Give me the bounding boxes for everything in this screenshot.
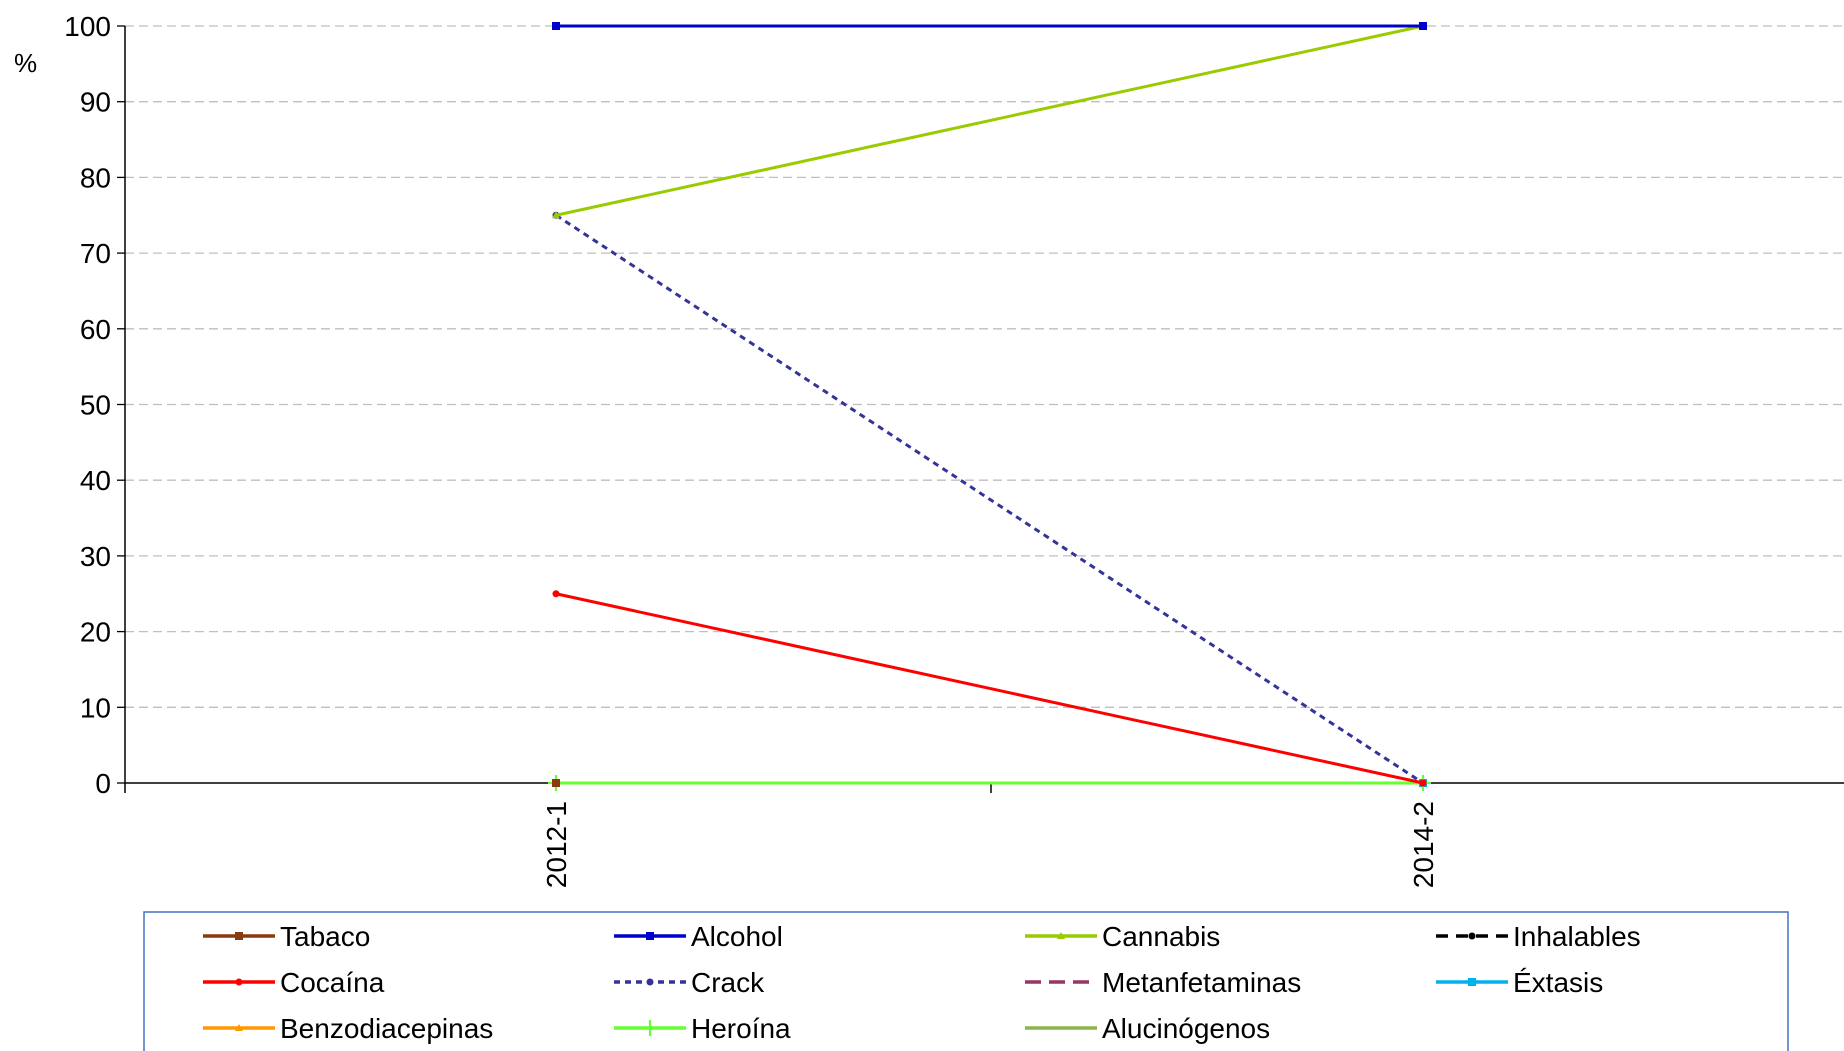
legend-extasis-label: Éxtasis: [1513, 967, 1603, 998]
series-cocaina-marker: [552, 590, 560, 598]
y-tick-label: 60: [80, 314, 111, 345]
y-tick-label: 80: [80, 162, 111, 193]
legend-alucinogenos-label: Alucinógenos: [1102, 1013, 1270, 1044]
legend-tabaco-marker: [235, 932, 243, 940]
series-lines: [548, 22, 1431, 791]
legend-cocaina: Cocaína: [203, 967, 385, 998]
legend-cannabis-label: Cannabis: [1102, 921, 1220, 952]
y-tick-label: 0: [95, 768, 111, 799]
y-unit-label: %: [14, 48, 37, 78]
legend-extasis: Éxtasis: [1436, 967, 1603, 998]
series-cocaina-marker: [1419, 779, 1427, 787]
series-cocaina-line: [555, 592, 1424, 785]
legend-inhalables-marker: [1468, 932, 1476, 940]
series-cannabis-marker: [552, 211, 560, 219]
legend-cannabis: Cannabis: [1025, 921, 1220, 952]
y-tick-label: 30: [80, 541, 111, 572]
legend-heroina-label: Heroína: [691, 1013, 791, 1044]
series-cannabis: [552, 22, 1427, 219]
series-heroina: [548, 775, 1431, 791]
legend-box: [143, 911, 1789, 1051]
legend-metanfetaminas: Metanfetaminas: [1025, 967, 1301, 998]
legend-alcohol: Alcohol: [614, 921, 783, 952]
legend-alucinogenos: Alucinógenos: [1025, 1013, 1270, 1044]
series-crack: [552, 211, 1427, 787]
series-alcohol: [552, 22, 1427, 30]
legend-benzodiacepinas: Benzodiacepinas: [203, 1013, 493, 1044]
y-tick-label: 40: [80, 465, 111, 496]
y-tick-label: 50: [80, 390, 111, 421]
series-crack-line: [555, 213, 1424, 785]
legend-inhalables: Inhalables: [1436, 921, 1641, 952]
legend-extasis-marker: [1468, 978, 1476, 986]
y-tick-label: 70: [80, 238, 111, 269]
series-alcohol-marker: [552, 22, 560, 30]
legend-tabaco-label: Tabaco: [280, 921, 370, 952]
series-alcohol-marker: [1419, 22, 1427, 30]
legend-crack-label: Crack: [691, 967, 765, 998]
legend-inhalables-label: Inhalables: [1513, 921, 1641, 952]
legend-alcohol-marker: [646, 932, 654, 940]
legend-benzodiacepinas-marker: [235, 1024, 243, 1031]
y-tick-label: 100: [64, 11, 111, 42]
legend-benzodiacepinas-label: Benzodiacepinas: [280, 1013, 493, 1044]
legend-cannabis-marker: [1057, 932, 1065, 939]
y-tick-label: 10: [80, 692, 111, 723]
legend: Tabaco Alcohol Cannabis Inhalables Cocaína Cr…: [143, 911, 1789, 1051]
series-cocaina: [552, 590, 1427, 787]
legend-heroina: Heroína: [614, 1013, 791, 1044]
legend-crack-marker: [646, 978, 654, 986]
legend-heroina-marker: [642, 1020, 658, 1036]
legend-alcohol-label: Alcohol: [691, 921, 783, 952]
legend-tabaco: Tabaco: [203, 921, 370, 952]
legend-cocaina-marker: [235, 978, 243, 986]
legend-crack: Crack: [614, 967, 765, 998]
series-tabaco-marker: [552, 779, 560, 787]
x-tick-label: 2014-2: [1408, 801, 1439, 888]
axes: % 0 10 20 30 40 50 60 70 80 90 100 2012-1 2014-2: [14, 11, 1844, 888]
x-tick-label: 2012-1: [541, 801, 572, 888]
legend-metanfetaminas-label: Metanfetaminas: [1102, 967, 1301, 998]
series-cannabis-line: [555, 24, 1424, 217]
grid-lines: [125, 25, 1844, 708]
y-tick-label: 90: [80, 87, 111, 118]
legend-cocaina-label: Cocaína: [280, 967, 385, 998]
y-tick-label: 20: [80, 617, 111, 648]
